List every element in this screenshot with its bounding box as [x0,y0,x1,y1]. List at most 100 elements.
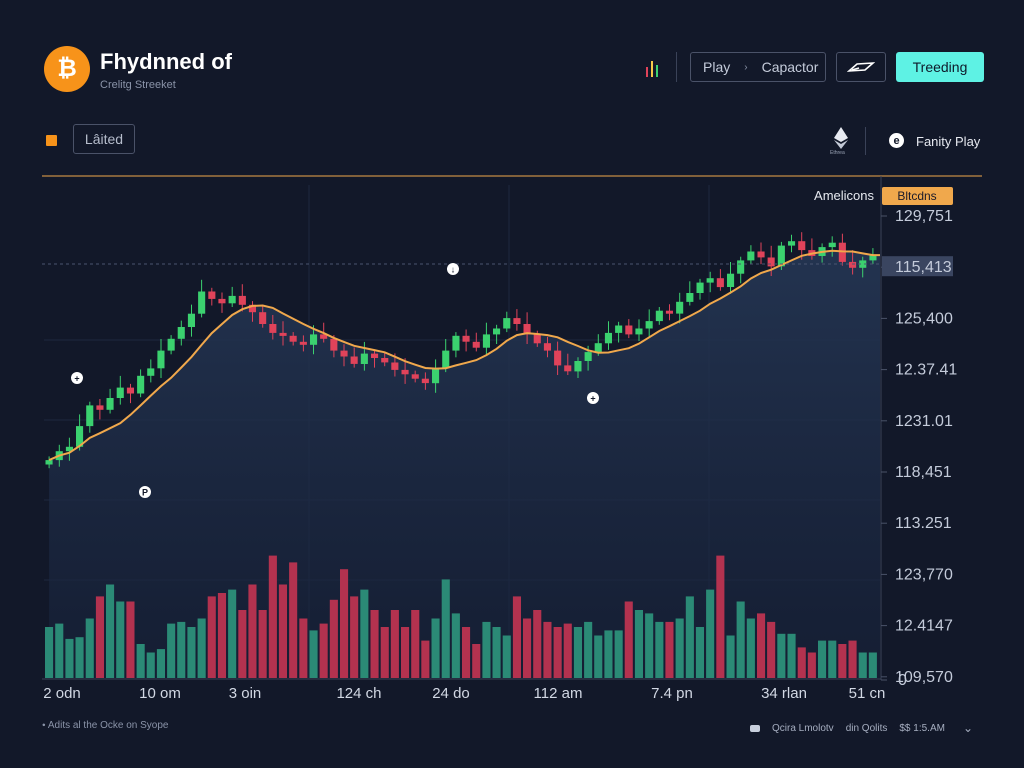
candle-body [604,332,612,344]
volume-bar [482,621,491,678]
candle-body [493,328,501,335]
volume-bar [695,627,704,678]
volume-bar [258,610,267,678]
x-tick-label: 24 do [432,685,470,702]
volume-bar [187,627,196,678]
candle-body [177,327,185,339]
candle-body [727,273,735,287]
candle-body [523,324,531,335]
toolbar-divider [865,127,866,155]
candle-body [849,261,857,268]
candlesticks [45,232,877,469]
volume-bar [167,623,176,678]
candlestick [747,245,755,265]
play-capacitor-selector[interactable]: Play › Capactor [690,52,826,82]
volume-bars [45,555,877,678]
candlestick [655,307,663,325]
candlestick [259,305,267,328]
candle-body [228,295,236,304]
candlestick [360,341,368,371]
candlestick [859,256,867,278]
candle-body [655,310,663,322]
candlestick [310,325,318,355]
trending-button[interactable]: Treeding [896,52,984,82]
volume-bar [462,627,471,678]
candlestick [76,414,84,451]
fanity-play-label[interactable]: Fanity Play [916,134,981,149]
signal-bars-icon[interactable] [646,59,662,77]
app-title: Fhydnned of [100,49,232,74]
footer-item-1: Qcira Lmolotv [772,722,834,734]
ethereum-caption: Ethrea [830,150,845,156]
volume-bar [75,637,84,678]
y-tick-label: 129,751 [895,208,953,225]
volume-bar [685,596,694,678]
footer-note-text: Adits al the Ocke on Syope [47,720,169,731]
volume-bar [553,627,562,678]
candlestick [493,324,501,344]
volume-bar [45,627,54,678]
volume-bar [767,621,776,678]
candlestick [442,339,450,373]
x-tick-label: 3 oin [229,685,262,702]
volume-bar [573,627,582,678]
chevron-down-icon[interactable]: ⌄ [962,721,974,735]
volume-bar [431,618,440,678]
volume-bar [512,596,521,678]
volume-bar [655,621,664,678]
candlestick [248,301,256,322]
candlestick [269,315,277,340]
volume-bar [95,596,104,678]
volume-bar [370,610,379,678]
candlestick [604,321,612,350]
candlestick [665,304,673,321]
candle-body [716,278,724,288]
candlestick [157,339,165,378]
candlestick [737,256,745,284]
volume-bar [838,644,847,678]
volume-bar [106,584,115,678]
candle-body [65,446,73,452]
volume-bar [757,613,766,678]
draw-tool-button[interactable] [836,52,886,82]
candlestick [350,347,358,368]
price-area [49,250,880,679]
candle-body [299,341,307,345]
volume-bar [543,621,552,678]
candle-body [665,310,673,314]
volume-bar [65,638,74,678]
play-label[interactable]: Play [703,59,731,75]
ethereum-icon[interactable] [834,127,848,149]
moving-average-line [48,249,880,462]
candlestick [116,375,124,405]
volume-bar [309,630,318,678]
candle-body [371,353,379,358]
candle-body [96,405,104,410]
x-tick-label: 112 am [534,685,583,702]
footer-status: Qcira Lmolotv din Qolits $$ 1:5.AM ⌄ [750,721,973,735]
y-tick-label: 125,400 [895,310,953,327]
candlestick [625,319,633,339]
candlestick [147,359,155,383]
latest-button[interactable]: Lâited [73,124,135,154]
candlestick [686,281,694,306]
volume-bar [868,652,877,678]
candlestick [177,320,185,346]
candlestick [401,358,409,384]
candlestick [187,304,195,337]
candlestick [543,336,551,358]
candle-body [310,334,318,345]
candlestick [574,357,582,378]
candlestick [198,279,206,318]
volume-bar [584,621,593,678]
candlestick [432,359,440,393]
candlestick [462,329,470,352]
capacitor-label[interactable]: Capactor [761,59,819,75]
candlestick [299,335,307,352]
candle-body [248,304,256,313]
volume-bar [716,555,725,678]
candlestick [371,349,379,368]
pen-icon [847,62,875,72]
candle-body [635,328,643,335]
